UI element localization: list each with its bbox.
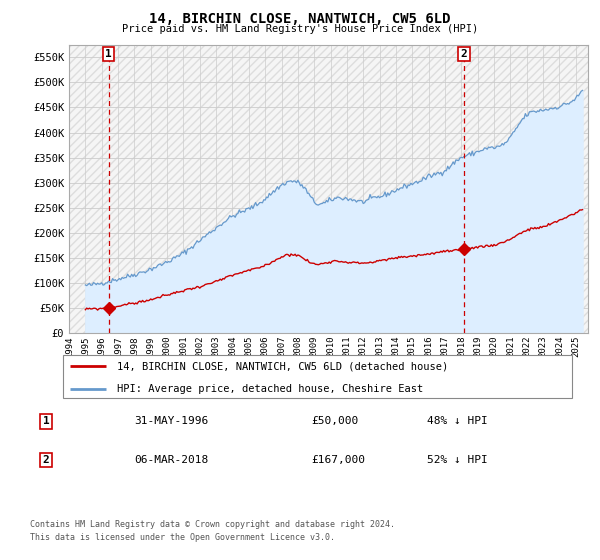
FancyBboxPatch shape: [62, 354, 572, 399]
Text: 2: 2: [43, 455, 49, 465]
Text: £167,000: £167,000: [311, 455, 365, 465]
Text: This data is licensed under the Open Government Licence v3.0.: This data is licensed under the Open Gov…: [30, 533, 335, 542]
Text: 14, BIRCHIN CLOSE, NANTWICH, CW5 6LD (detached house): 14, BIRCHIN CLOSE, NANTWICH, CW5 6LD (de…: [117, 361, 448, 371]
Text: Price paid vs. HM Land Registry's House Price Index (HPI): Price paid vs. HM Land Registry's House …: [122, 24, 478, 34]
Text: HPI: Average price, detached house, Cheshire East: HPI: Average price, detached house, Ches…: [117, 384, 423, 394]
Text: £50,000: £50,000: [311, 416, 358, 426]
Text: 2: 2: [461, 49, 467, 59]
Text: 1: 1: [43, 416, 49, 426]
Text: 14, BIRCHIN CLOSE, NANTWICH, CW5 6LD: 14, BIRCHIN CLOSE, NANTWICH, CW5 6LD: [149, 12, 451, 26]
Text: 1: 1: [105, 49, 112, 59]
Text: 31-MAY-1996: 31-MAY-1996: [134, 416, 209, 426]
Text: 48% ↓ HPI: 48% ↓ HPI: [427, 416, 488, 426]
Text: Contains HM Land Registry data © Crown copyright and database right 2024.: Contains HM Land Registry data © Crown c…: [30, 520, 395, 529]
Text: 52% ↓ HPI: 52% ↓ HPI: [427, 455, 488, 465]
Text: 06-MAR-2018: 06-MAR-2018: [134, 455, 209, 465]
